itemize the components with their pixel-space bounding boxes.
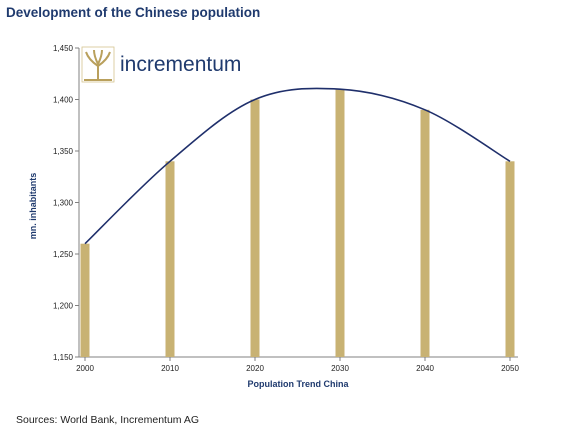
y-tick-label: 1,150 xyxy=(53,353,74,362)
tree-icon-frame xyxy=(81,46,115,83)
source-note: Sources: World Bank, Incrementum AG xyxy=(16,414,200,426)
x-tick-label: 2020 xyxy=(246,364,264,373)
bar-2000 xyxy=(80,243,90,357)
bar-2020 xyxy=(250,99,260,357)
bar-2040 xyxy=(420,109,430,357)
trend-curve xyxy=(84,87,511,245)
chart-title: Development of the Chinese population xyxy=(6,5,261,20)
logo-text: incrementum xyxy=(120,53,241,76)
bar-2050 xyxy=(505,161,515,357)
x-tick-label: 2000 xyxy=(76,364,94,373)
y-tick-label: 1,300 xyxy=(53,199,74,208)
y-tick-label: 1,450 xyxy=(53,44,74,53)
bar-2010 xyxy=(165,161,175,357)
y-tick-label: 1,400 xyxy=(53,96,74,105)
y-tick-label: 1,250 xyxy=(53,250,74,259)
y-tick-label: 1,200 xyxy=(53,302,74,311)
incrementum-logo: incrementum xyxy=(81,46,241,83)
bar-2030 xyxy=(335,89,345,357)
y-axis-title: mn. inhabitants xyxy=(28,173,38,240)
tree-icon xyxy=(84,49,112,81)
x-tick-label: 2040 xyxy=(416,364,434,373)
x-tick-label: 2050 xyxy=(501,364,519,373)
y-tick-label: 1,350 xyxy=(53,147,74,156)
x-axis-title: Population Trend China xyxy=(248,379,350,389)
population-chart: incrementum 1,150 1,200 1,250 1,300 1,350 1,4… xyxy=(28,44,519,389)
x-tick-label: 2030 xyxy=(331,364,349,373)
x-tick-label: 2010 xyxy=(161,364,179,373)
